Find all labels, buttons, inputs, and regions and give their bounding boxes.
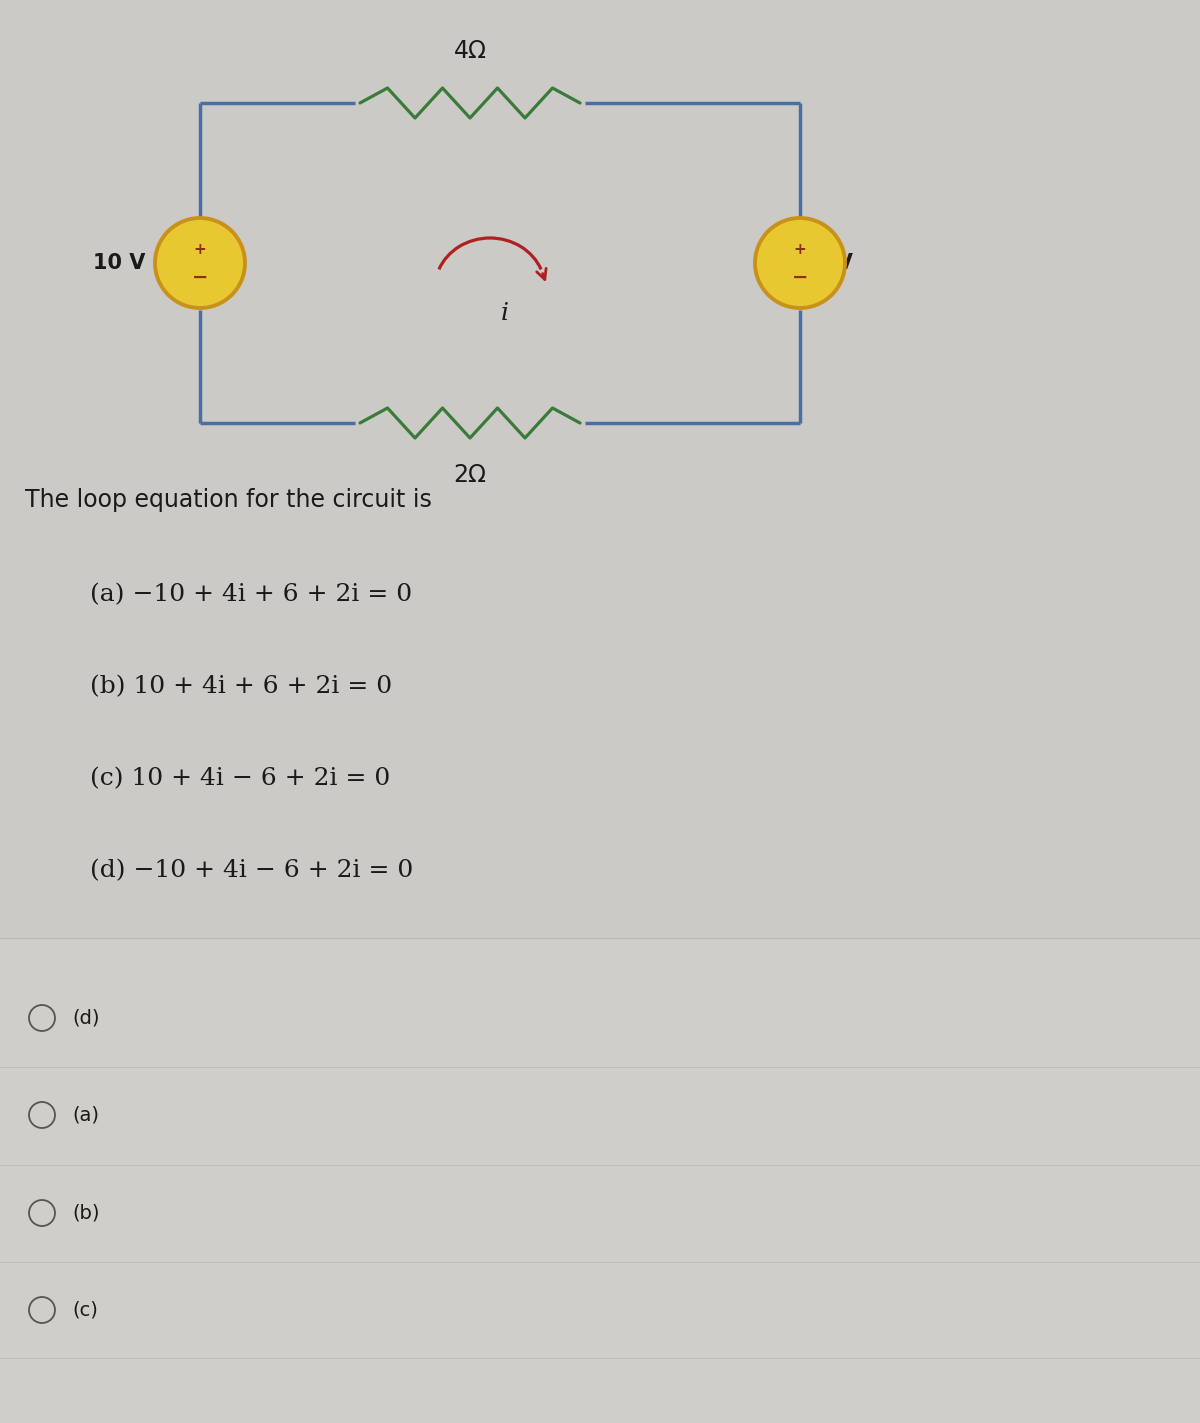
Text: (d): (d) [72,1009,100,1027]
Text: The loop equation for the circuit is: The loop equation for the circuit is [25,488,432,512]
Text: (b): (b) [72,1204,100,1222]
Text: +: + [193,242,206,258]
Text: (b) 10 + 4i + 6 + 2i = 0: (b) 10 + 4i + 6 + 2i = 0 [90,675,392,699]
Text: +: + [793,242,806,258]
Text: 4Ω: 4Ω [454,38,486,63]
Text: (c): (c) [72,1301,98,1319]
Text: 6 V: 6 V [815,253,853,273]
Text: (a): (a) [72,1106,98,1124]
Text: 2Ω: 2Ω [454,462,486,487]
Text: 10 V: 10 V [92,253,145,273]
Text: (d) −10 + 4i − 6 + 2i = 0: (d) −10 + 4i − 6 + 2i = 0 [90,859,413,882]
Text: −: − [792,268,808,287]
Text: −: − [192,268,208,287]
FancyBboxPatch shape [0,938,1200,1423]
Circle shape [155,218,245,307]
Circle shape [755,218,845,307]
Text: i: i [502,302,509,324]
Text: (c) 10 + 4i − 6 + 2i = 0: (c) 10 + 4i − 6 + 2i = 0 [90,767,390,790]
Text: (a) −10 + 4i + 6 + 2i = 0: (a) −10 + 4i + 6 + 2i = 0 [90,583,412,606]
